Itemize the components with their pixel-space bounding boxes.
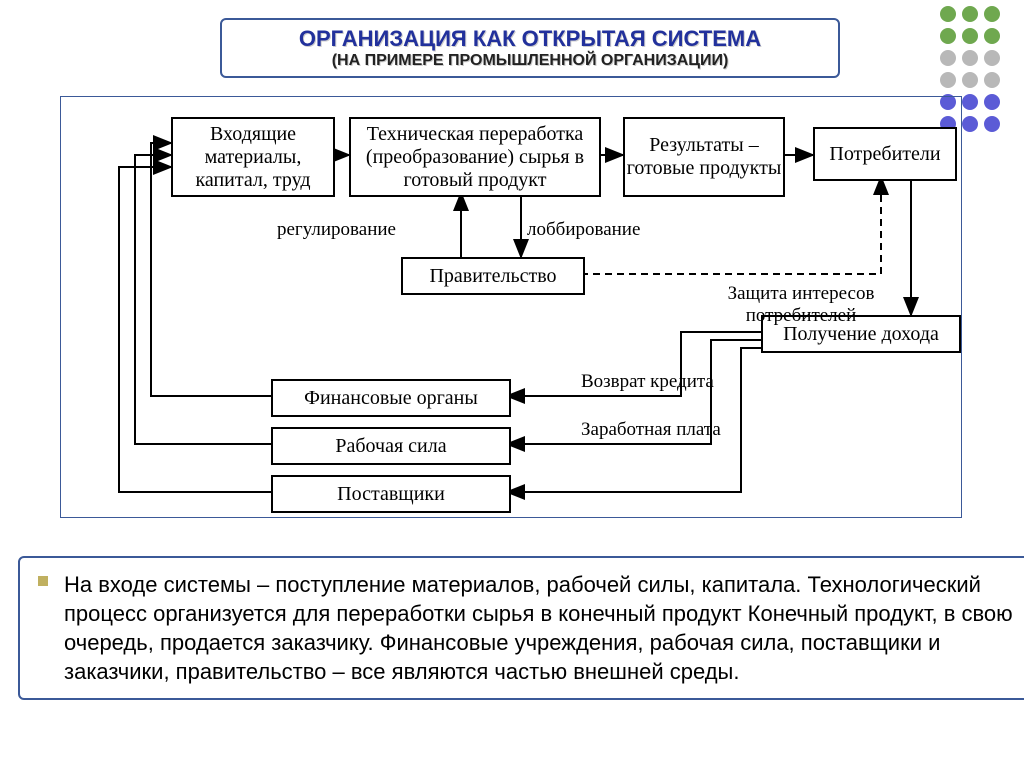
dot-icon [962, 116, 978, 132]
description-text: На входе системы – поступление материало… [64, 572, 1013, 684]
node-finance: Финансовые органы [271, 379, 511, 417]
bullet-icon [38, 576, 48, 586]
edge-label-credit: Возврат кредита [581, 371, 714, 393]
edge-suppliers-inputs [119, 167, 271, 492]
node-inputs: Входящие материалы, капитал, труд [171, 117, 335, 197]
edge-label-protect: Защита интересов потребителей [671, 283, 931, 327]
dot-icon [984, 28, 1000, 44]
dot-icon [984, 6, 1000, 22]
node-suppliers: Поставщики [271, 475, 511, 513]
dot-icon [984, 50, 1000, 66]
description-box: На входе системы – поступление материало… [18, 556, 1024, 700]
edge-label-lobbying: лоббирование [527, 219, 640, 241]
dot-icon [984, 94, 1000, 110]
dot-icon [984, 72, 1000, 88]
node-labor: Рабочая сила [271, 427, 511, 465]
dot-icon [962, 6, 978, 22]
title-main: ОРГАНИЗАЦИЯ КАК ОТКРЫТАЯ СИСТЕМА [250, 26, 810, 52]
edge-labor-inputs [135, 155, 271, 444]
edge-label-wage: Заработная плата [581, 419, 721, 441]
node-results: Результаты – готовые продукты [623, 117, 785, 197]
flowchart: Входящие материалы, капитал, трудТехниче… [60, 96, 962, 518]
node-tech: Техническая переработка (преобразование)… [349, 117, 601, 197]
title-box: ОРГАНИЗАЦИЯ КАК ОТКРЫТАЯ СИСТЕМА (НА ПРИ… [220, 18, 840, 78]
dot-icon [962, 50, 978, 66]
dot-icon [940, 6, 956, 22]
edge-label-regulation: регулирование [277, 219, 396, 241]
dot-icon [962, 72, 978, 88]
title-subtitle: (НА ПРИМЕРЕ ПРОМЫШЛЕННОЙ ОРГАНИЗАЦИИ) [250, 52, 810, 70]
dot-icon [984, 116, 1000, 132]
node-consumers: Потребители [813, 127, 957, 181]
dot-icon [940, 72, 956, 88]
node-gov: Правительство [401, 257, 585, 295]
dot-icon [962, 28, 978, 44]
dot-icon [940, 28, 956, 44]
dot-icon [962, 94, 978, 110]
dot-icon [940, 50, 956, 66]
